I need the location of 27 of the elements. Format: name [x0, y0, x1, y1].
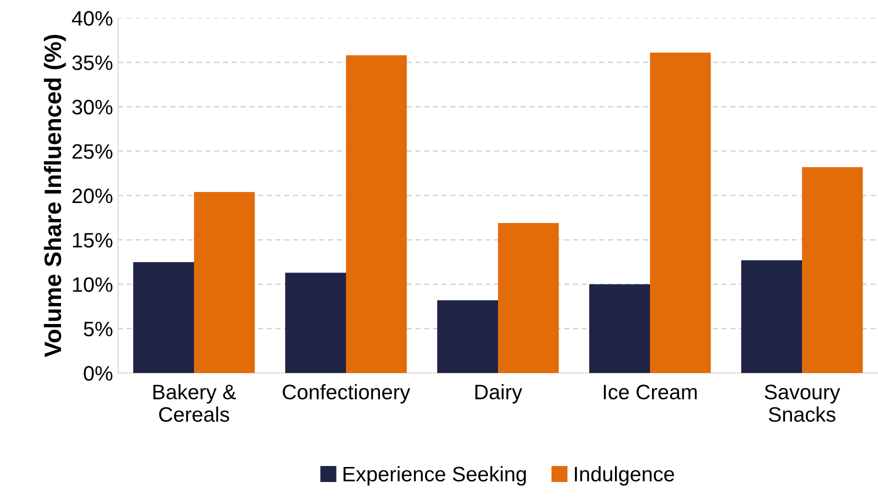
bar: [589, 284, 650, 373]
bar: [437, 300, 498, 373]
y-tick-label: 0%: [84, 366, 112, 381]
y-tick-label: 15%: [73, 232, 112, 248]
bar: [194, 192, 255, 373]
bar: [133, 262, 194, 373]
y-tick-label: 25%: [72, 144, 112, 159]
bar: [741, 260, 802, 373]
bar: [650, 52, 711, 373]
y-tick-label: 5%: [84, 322, 112, 336]
y-tick-label: 35%: [72, 55, 112, 70]
bar: [285, 272, 346, 373]
legend-label: Experience Seeking: [344, 466, 526, 486]
x-tick-label: Dairy: [475, 384, 522, 404]
x-tick-label: Savoury Snacks: [764, 384, 840, 422]
y-tick-label: 30%: [72, 100, 112, 115]
y-tick-label: 10%: [73, 277, 112, 292]
x-tick-label: Ice Cream: [604, 384, 697, 400]
x-tick-label: Bakery & Cereals: [153, 384, 236, 422]
bar: [802, 167, 863, 373]
x-tick-label: Confectionery: [282, 384, 410, 404]
y-axis-title: Volume Share Influenced (%): [44, 34, 66, 358]
y-tick-label: 20%: [72, 188, 112, 204]
bar: [346, 55, 407, 373]
bar: [498, 223, 559, 373]
legend-label: Indulgence: [574, 466, 674, 486]
y-tick-label: 40%: [72, 11, 112, 26]
